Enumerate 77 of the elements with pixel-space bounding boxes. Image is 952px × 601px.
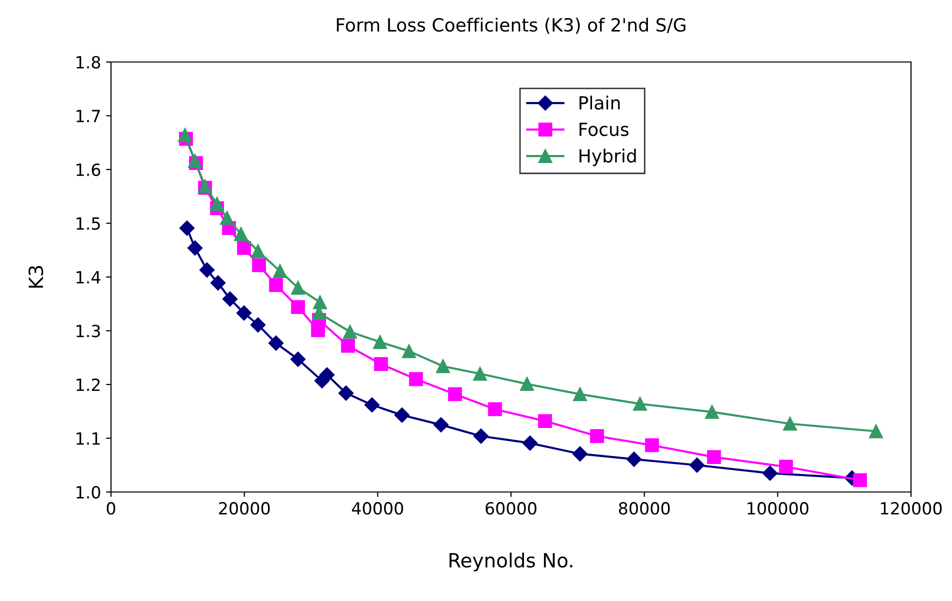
- x-tick-label: 80000: [618, 502, 670, 515]
- point: [626, 452, 642, 467]
- x-tick-label: 40000: [352, 502, 404, 515]
- point: [645, 438, 659, 452]
- point: [237, 241, 251, 255]
- point: [448, 387, 462, 402]
- point: [633, 396, 647, 411]
- y-tick-label: 1.7: [76, 110, 100, 122]
- x-tick-label: 120000: [881, 502, 942, 515]
- point: [178, 128, 192, 142]
- point: [313, 295, 327, 310]
- point: [374, 357, 388, 372]
- point: [394, 408, 410, 423]
- point: [707, 450, 721, 464]
- point: [705, 404, 719, 419]
- x-axis-title: Reynolds No.: [450, 552, 572, 572]
- point: [187, 240, 203, 256]
- point: [689, 458, 705, 473]
- point: [433, 417, 449, 432]
- point: [402, 344, 416, 358]
- y-tick-label: 1.4: [76, 271, 100, 284]
- y-tick-label: 1.6: [76, 163, 100, 176]
- legend-label: Hybrid: [580, 148, 636, 166]
- point: [250, 317, 266, 332]
- point: [319, 367, 335, 382]
- point: [522, 436, 538, 451]
- point: [236, 305, 252, 321]
- point: [488, 402, 502, 416]
- y-axis-title: K3: [28, 266, 44, 288]
- point: [762, 466, 778, 481]
- point: [251, 244, 265, 258]
- x-tick-label: 20000: [219, 502, 270, 515]
- point: [268, 336, 284, 351]
- legend-label: Plain: [580, 96, 620, 110]
- point: [473, 428, 489, 444]
- point: [273, 264, 287, 278]
- y-tick-label: 1.3: [76, 324, 100, 338]
- y-tick-label: 1.8: [76, 56, 100, 69]
- point: [520, 377, 534, 391]
- point: [291, 280, 305, 295]
- y-tick-label: 1.2: [76, 378, 100, 391]
- point: [222, 291, 238, 307]
- point: [364, 397, 380, 412]
- point: [409, 372, 423, 386]
- point: [199, 262, 215, 278]
- point: [188, 154, 202, 168]
- point: [853, 473, 867, 488]
- point: [373, 335, 387, 349]
- point: [220, 210, 234, 225]
- point: [869, 424, 883, 438]
- point: [234, 227, 248, 241]
- point: [573, 387, 587, 402]
- point: [538, 414, 552, 428]
- x-tick-label: 0: [106, 502, 116, 515]
- x-tick-label: 100000: [748, 502, 808, 515]
- legend-label: Focus: [580, 122, 628, 136]
- point: [338, 386, 354, 401]
- point: [436, 359, 450, 374]
- point: [473, 366, 487, 381]
- y-tick-label: 1.0: [76, 486, 100, 499]
- point: [210, 196, 224, 211]
- point: [291, 300, 305, 314]
- chart-title: Form Loss Coefficients (K3) of 2'nd S/G: [336, 18, 686, 34]
- y-tick-label: 1.5: [76, 217, 100, 230]
- point: [783, 416, 797, 431]
- point: [179, 220, 195, 236]
- point: [572, 446, 588, 462]
- x-tick-label: 60000: [486, 502, 536, 515]
- point: [210, 275, 226, 290]
- point: [343, 324, 357, 339]
- y-tick-label: 1.1: [76, 432, 100, 445]
- point: [590, 429, 604, 444]
- point: [341, 338, 355, 353]
- point: [779, 460, 793, 474]
- point: [269, 278, 283, 292]
- point: [252, 258, 266, 272]
- point: [290, 352, 306, 367]
